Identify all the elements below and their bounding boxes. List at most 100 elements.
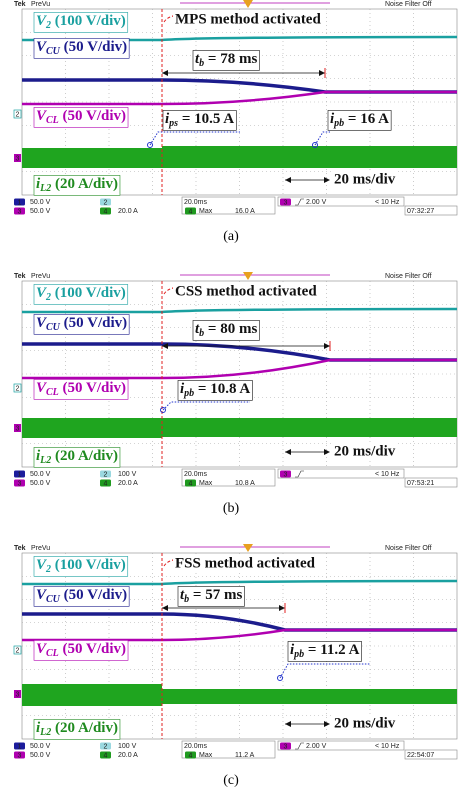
subscript: CU — [46, 46, 61, 57]
frequency: < 10 Hz — [375, 199, 400, 206]
channel-id: 3 — [284, 199, 288, 206]
channel-id: 4 — [104, 480, 108, 487]
channel-id: 4 — [189, 752, 193, 759]
scope-panel: TekPreVuNoise Filter Off23V2 (100 V/div)… — [14, 544, 457, 788]
max-value: 11.2 A — [235, 752, 255, 759]
mode: PreVu — [31, 545, 50, 552]
trigger-marker — [243, 272, 253, 280]
filter: Noise Filter Off — [385, 273, 432, 280]
subscript: pb — [333, 118, 344, 129]
trigger-marker — [243, 544, 253, 552]
scale: 100 V — [118, 743, 137, 750]
trigger-level: 2.00 V — [306, 199, 327, 206]
channel-marker: 2 — [16, 647, 20, 654]
channel-id: 4 — [104, 752, 108, 759]
clock: 22:54:07 — [407, 752, 434, 759]
rest: (50 V/div) — [60, 587, 127, 603]
subscript: ps — [168, 118, 178, 129]
rest: (20 A/div) — [51, 448, 118, 464]
caption: (b) — [223, 501, 240, 516]
subscript: CU — [46, 594, 61, 605]
timebase-note: 20 ms/div — [334, 171, 396, 187]
max-value: 10.8 A — [235, 480, 255, 487]
timebase-note: 20 ms/div — [334, 715, 396, 731]
channel-id: 1 — [18, 471, 22, 478]
subscript: L2 — [39, 455, 51, 466]
channel-id: 3 — [284, 743, 288, 750]
subscript: L2 — [39, 727, 51, 738]
channel-marker: 3 — [16, 691, 20, 698]
max-label: Max — [199, 752, 213, 759]
scale: 20.0 A — [118, 752, 138, 759]
max-label: Max — [199, 208, 213, 215]
rest: = 57 ms — [189, 587, 242, 603]
channel-id: 2 — [104, 743, 108, 750]
scale: 20.0 A — [118, 208, 138, 215]
filter: Noise Filter Off — [385, 1, 432, 8]
rest: (50 V/div) — [60, 315, 127, 331]
channel-id: 3 — [18, 752, 22, 759]
scale: 50.0 V — [30, 743, 51, 750]
rest: (100 V/div) — [51, 13, 126, 29]
mode: PreVu — [31, 273, 50, 280]
timebase: 20.0ms — [184, 471, 207, 478]
brand: Tek — [14, 273, 26, 280]
timebase: 20.0ms — [184, 199, 207, 206]
rest: (20 A/div) — [51, 176, 118, 192]
slope-icon — [295, 743, 304, 749]
frequency: < 10 Hz — [375, 743, 400, 750]
scope-panel: TekPreVuNoise Filter Off23V2 (100 V/div)… — [14, 272, 457, 516]
rest: (100 V/div) — [51, 557, 126, 573]
subscript: CL — [46, 648, 59, 659]
channel-marker: 2 — [16, 111, 20, 118]
subscript: CU — [46, 322, 61, 333]
slope-icon — [295, 471, 304, 477]
scale: 50.0 V — [30, 480, 51, 487]
scope-panel: TekPreVuNoise Filter Off23V2 (100 V/div)… — [14, 0, 457, 244]
event-label: CSS method activated — [175, 283, 317, 299]
il2-trace — [22, 146, 457, 168]
channel-marker: 3 — [16, 155, 20, 162]
channel-marker: 2 — [16, 385, 20, 392]
rest: (50 V/div) — [59, 380, 126, 396]
rest: = 10.8 A — [194, 381, 250, 397]
channel-id: 3 — [18, 480, 22, 487]
rest: = 78 ms — [204, 51, 257, 67]
caption: (a) — [223, 229, 239, 244]
duration-label: tb = 80 ms — [195, 321, 257, 339]
rest: (20 A/div) — [51, 720, 118, 736]
subscript: CL — [46, 387, 59, 398]
rest: (50 V/div) — [59, 641, 126, 657]
clock: 07:32:27 — [407, 208, 434, 215]
caption: (c) — [223, 773, 239, 788]
trigger-level: 2.00 V — [306, 743, 327, 750]
scale: 50.0 V — [30, 752, 51, 759]
mode: PreVu — [31, 1, 50, 8]
scale: 50.0 V — [30, 199, 51, 206]
channel-id: 4 — [189, 480, 193, 487]
channel-id: 4 — [189, 208, 193, 215]
subscript: pb — [183, 388, 194, 399]
scale: 100 V — [118, 471, 137, 478]
channel-id: 2 — [104, 199, 108, 206]
rest: (50 V/div) — [60, 39, 127, 55]
clock: 07:53:21 — [407, 480, 434, 487]
max-value: 16.0 A — [235, 208, 255, 215]
rest: = 10.5 A — [178, 111, 234, 127]
il2-trace — [22, 418, 457, 438]
brand: Tek — [14, 545, 26, 552]
subscript: L2 — [39, 183, 51, 194]
channel-marker: 3 — [16, 425, 20, 432]
filter: Noise Filter Off — [385, 545, 432, 552]
channel-id: 3 — [18, 208, 22, 215]
brand: Tek — [14, 1, 26, 8]
rest: = 80 ms — [204, 321, 257, 337]
rest: = 11.2 A — [304, 642, 359, 658]
max-label: Max — [199, 480, 213, 487]
channel-id: 2 — [104, 471, 108, 478]
duration-label: tb = 57 ms — [180, 587, 242, 605]
rest: = 16 A — [344, 111, 389, 127]
slope-icon — [295, 199, 304, 205]
frequency: < 10 Hz — [375, 471, 400, 478]
scale: 20.0 A — [118, 480, 138, 487]
